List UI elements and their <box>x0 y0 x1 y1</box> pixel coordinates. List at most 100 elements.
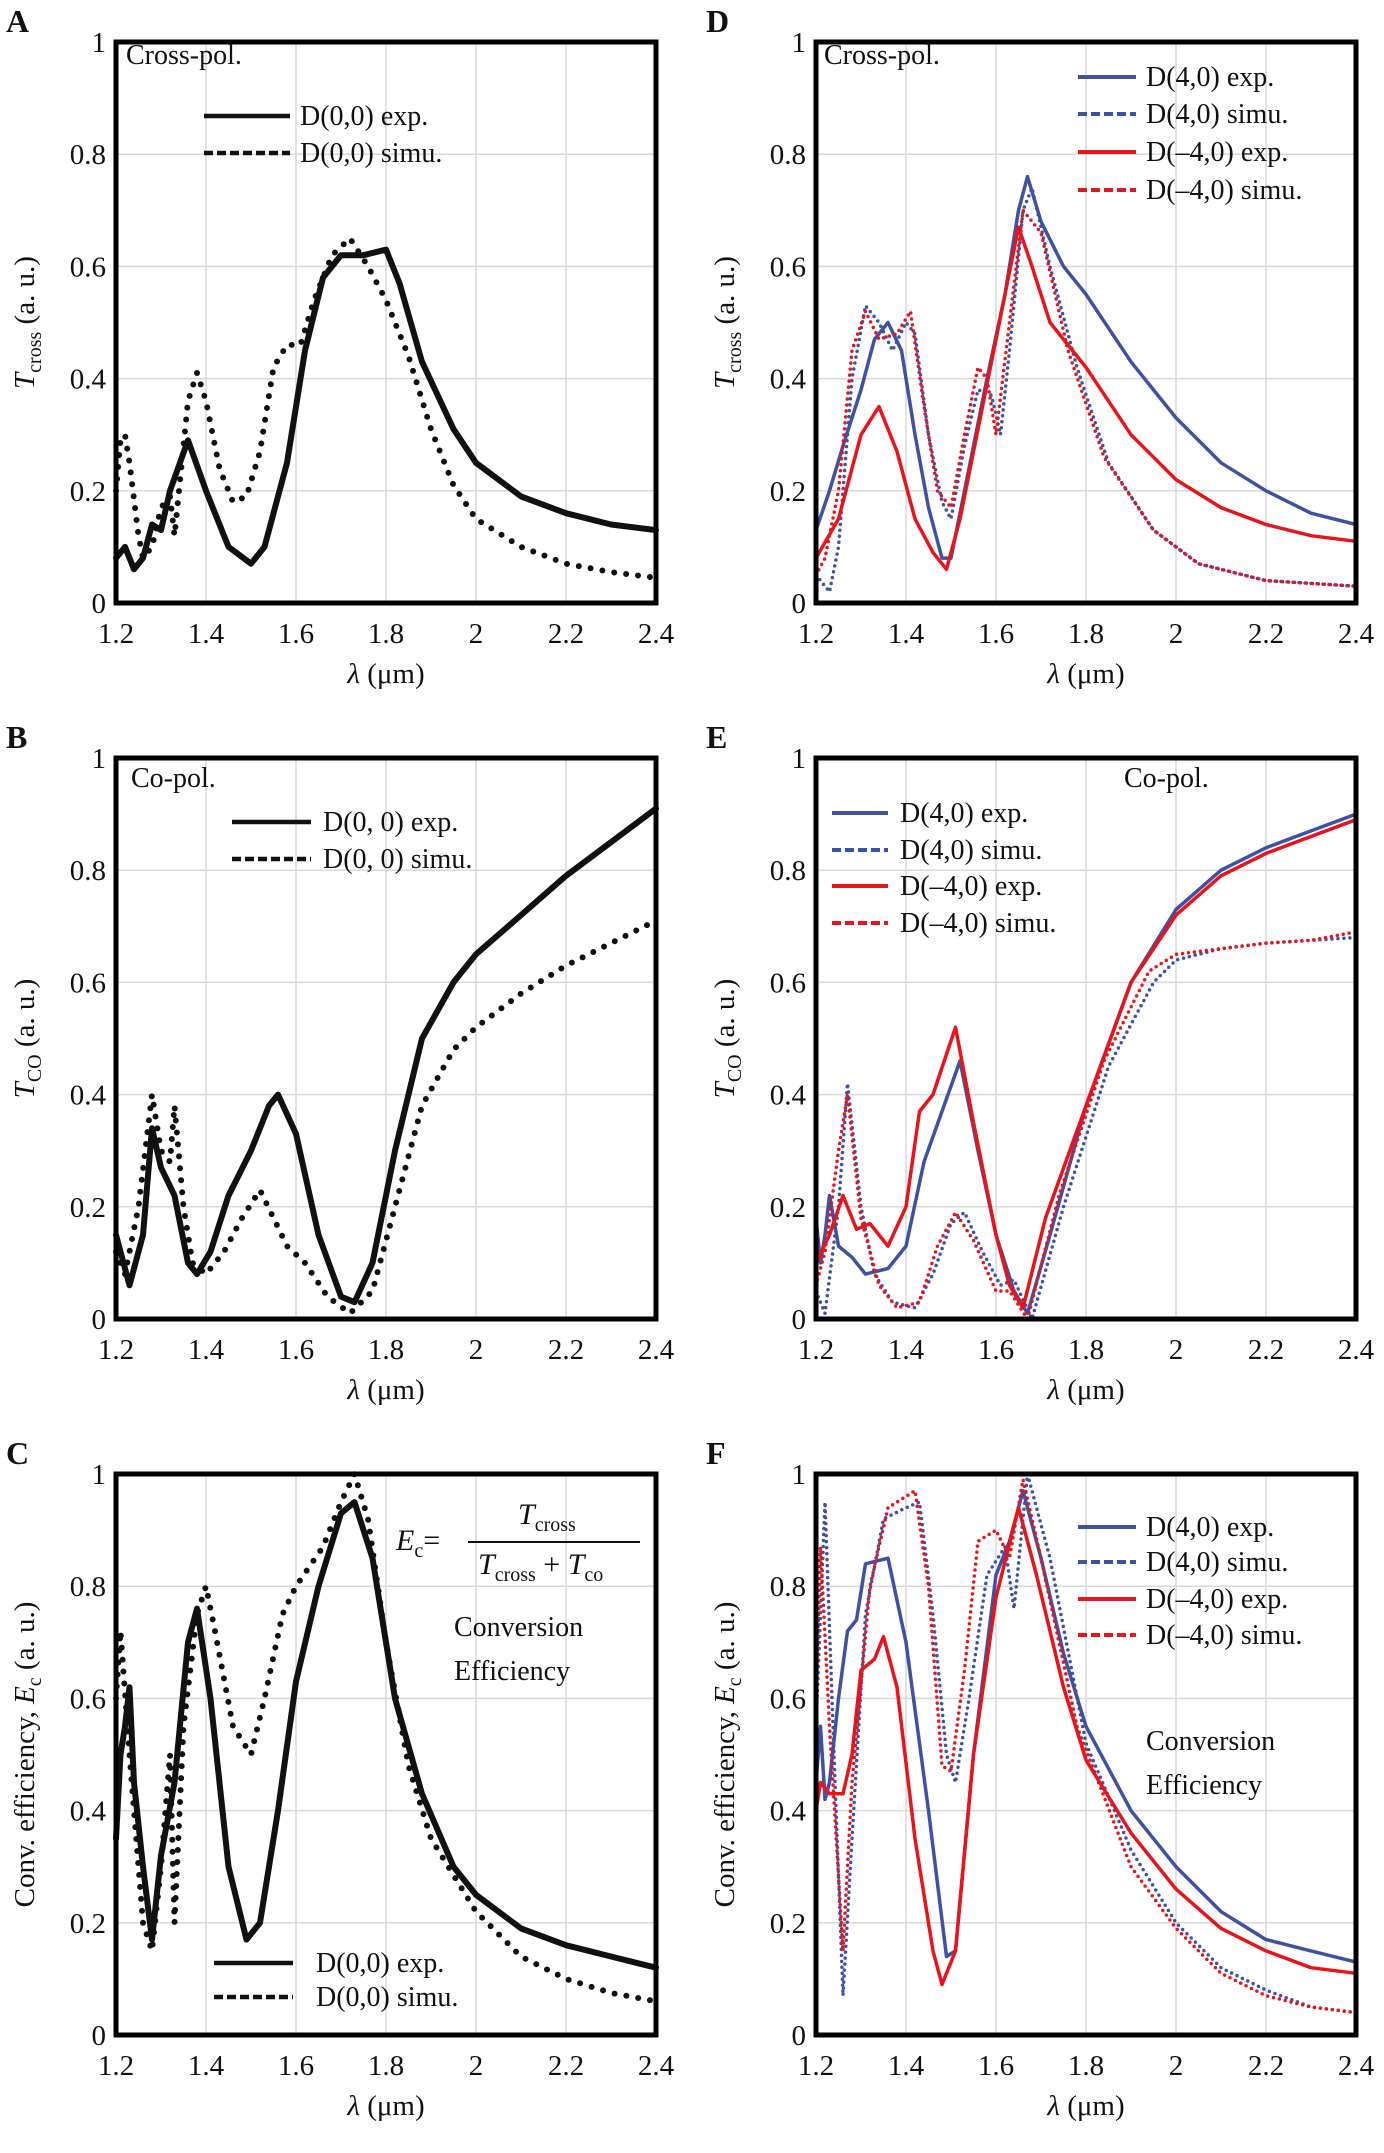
x-tick-label: 2.4 <box>1338 1334 1375 1366</box>
y-tick-label: 0.2 <box>770 1908 806 1940</box>
series-line <box>814 817 1358 1310</box>
y-tick-label: 0 <box>92 588 107 620</box>
x-tick-label: 1.6 <box>278 1334 314 1366</box>
series-line <box>113 1499 659 1971</box>
x-axis-label: λ (μm) <box>346 2090 424 2122</box>
series-line <box>814 1505 1358 1987</box>
x-tick-label: 2.4 <box>638 2050 675 2082</box>
x-tick-label: 2.4 <box>638 1334 675 1366</box>
formula-numerator: Tcross <box>518 1498 576 1536</box>
chart-svg: D 1.2 1.4 1.6 1.8 2 2.2 2.4 0 0.2 0.4 0.6 0.8 1 λ (μm)… <box>706 3 1375 690</box>
legend-label: D(0,0) exp. <box>300 101 428 132</box>
y-axis-label: Tcross (a. u.) <box>9 256 46 389</box>
x-tick-label: 2 <box>469 2050 484 2082</box>
x-tick-label: 1.8 <box>368 2050 404 2082</box>
x-tick-label: 2 <box>1169 1334 1184 1366</box>
panel-letter: E <box>706 719 727 755</box>
y-tick-label: 0.6 <box>70 967 106 999</box>
plot-frame <box>113 755 659 1322</box>
x-tick-label: 1.4 <box>188 2050 225 2082</box>
y-axis-label: TCO (a. u.) <box>709 979 746 1099</box>
x-tick-label: 1.8 <box>1068 1334 1104 1366</box>
annotation-text: Cross-pol. <box>824 40 940 71</box>
x-axis-label: λ (μm) <box>346 1374 424 1406</box>
legend: D(0,0) exp. D(0,0) simu. <box>204 101 442 169</box>
x-tick-label: 1.2 <box>98 2050 134 2082</box>
chart-panel-f: F 1.2 1.4 1.6 1.8 2 2.2 2.4 0 0.2 0.4 0.6 0.8 1 λ (μm)… <box>700 1432 1384 2148</box>
x-tick-label: 2 <box>469 1334 484 1366</box>
legend-label: D(4,0) exp. <box>1146 1512 1274 1543</box>
y-tick-label: 0.4 <box>70 1080 107 1112</box>
x-tick-label: 2.2 <box>1248 1334 1284 1366</box>
x-tick-label: 1.8 <box>1068 2050 1104 2082</box>
chart-panel-e: E 1.2 1.4 1.6 1.8 2 2.2 2.4 0 0.2 0.4 0.6 0.8 1 λ (μm)… <box>700 716 1384 1432</box>
series-line <box>814 1477 1358 2015</box>
y-tick-label: 1 <box>792 1459 807 1491</box>
plot-frame <box>813 755 1359 1322</box>
x-tick-label: 2.4 <box>1338 2050 1375 2082</box>
x-tick-label: 2.2 <box>548 2050 584 2082</box>
chart-svg: B 1.2 1.4 1.6 1.8 2 2.2 2.4 0 0.2 0.4 0.6 0.8 1 λ (μm)… <box>6 719 675 1406</box>
legend-label: D(4,0) simu. <box>1146 1547 1288 1578</box>
y-tick-label: 1 <box>792 743 807 775</box>
x-tick-label: 1.6 <box>978 2050 1014 2082</box>
x-axis-label: λ (μm) <box>1046 2090 1124 2122</box>
legend-label: D(–4,0) simu. <box>1146 1620 1302 1651</box>
legend-label: D(0,0) exp. <box>316 1948 444 1979</box>
x-tick-label: 2.2 <box>548 618 584 650</box>
series-line <box>814 186 1358 594</box>
panel-letter: D <box>706 3 729 39</box>
legend: D(4,0) exp. D(4,0) simu. D(–4,0) exp. D(–4,… <box>1078 1512 1302 1651</box>
series-line <box>814 208 1358 588</box>
legend-label: D(–4,0) simu. <box>1146 175 1302 206</box>
x-tick-label: 2.4 <box>638 618 675 650</box>
legend-label: D(0, 0) exp. <box>323 807 458 838</box>
chart-svg: E 1.2 1.4 1.6 1.8 2 2.2 2.4 0 0.2 0.4 0.6 0.8 1 λ (μm)… <box>706 719 1375 1406</box>
legend-label: D(–4,0) exp. <box>1146 137 1288 168</box>
panel-letter: F <box>706 1435 726 1471</box>
legend-label: D(–4,0) exp. <box>1146 1584 1288 1615</box>
x-tick-label: 1.2 <box>798 618 834 650</box>
legend: D(4,0) exp. D(4,0) simu. D(–4,0) exp. D(–4,… <box>832 798 1056 939</box>
formula-denominator: Tcross + Tco <box>478 1548 603 1586</box>
x-tick-label: 1.8 <box>368 618 404 650</box>
x-tick-label: 1.6 <box>978 618 1014 650</box>
series-line <box>113 1471 659 2005</box>
x-tick-label: 2.2 <box>1248 618 1284 650</box>
y-tick-label: 0.4 <box>70 1796 107 1828</box>
panel-letter: B <box>6 719 27 755</box>
y-tick-label: 0.8 <box>70 855 106 887</box>
chart-svg: A 1.2 1.4 1.6 1.8 2 2.2 2.4 0 0.2 0.4 0.6 0.8 1 λ (μm)… <box>6 3 675 690</box>
plot-frame <box>113 1471 659 2038</box>
x-tick-label: 2 <box>469 618 484 650</box>
series-line <box>814 225 1358 572</box>
y-axis-label: Tcross (a. u.) <box>709 256 746 389</box>
x-tick-label: 1.2 <box>798 1334 834 1366</box>
y-tick-label: 1 <box>792 27 807 59</box>
series-line <box>113 805 659 1306</box>
legend-label: D(–4,0) exp. <box>900 871 1042 902</box>
chart-panel-c: C 1.2 1.4 1.6 1.8 2 2.2 2.4 0 0.2 0.4 0.6 0.8 1 λ (μm)… <box>0 1432 692 2148</box>
formula: Ec= Tcross Tcross + Tco <box>395 1498 640 1586</box>
x-tick-label: 2 <box>1169 2050 1184 2082</box>
x-tick-label: 1.8 <box>368 1334 404 1366</box>
annotation-text: Efficiency <box>1146 1770 1262 1801</box>
legend-label: D(4,0) simu. <box>900 835 1042 866</box>
y-tick-label: 0.4 <box>770 364 807 396</box>
x-tick-label: 1.2 <box>98 1334 134 1366</box>
y-tick-label: 0 <box>92 2020 107 2052</box>
y-axis-label: Conv. efficiency, Ec (a. u.) <box>709 1602 746 1908</box>
legend-label: D(0,0) simu. <box>316 1982 458 2013</box>
y-tick-label: 0.8 <box>70 1571 106 1603</box>
x-tick-label: 1.2 <box>98 618 134 650</box>
legend-label: D(0,0) simu. <box>300 138 442 169</box>
y-tick-label: 1 <box>92 1459 107 1491</box>
y-tick-label: 0.2 <box>70 1908 106 1940</box>
legend: D(0, 0) exp. D(0, 0) simu. <box>232 807 472 875</box>
legend: D(0,0) exp.D(0,0) simu. <box>214 1948 458 2013</box>
legend-label: D(4,0) exp. <box>1146 62 1274 93</box>
x-axis-label: λ (μm) <box>1046 1374 1124 1406</box>
x-tick-label: 2 <box>1169 618 1184 650</box>
y-tick-label: 0.4 <box>770 1796 807 1828</box>
y-tick-label: 0.6 <box>770 1683 806 1715</box>
